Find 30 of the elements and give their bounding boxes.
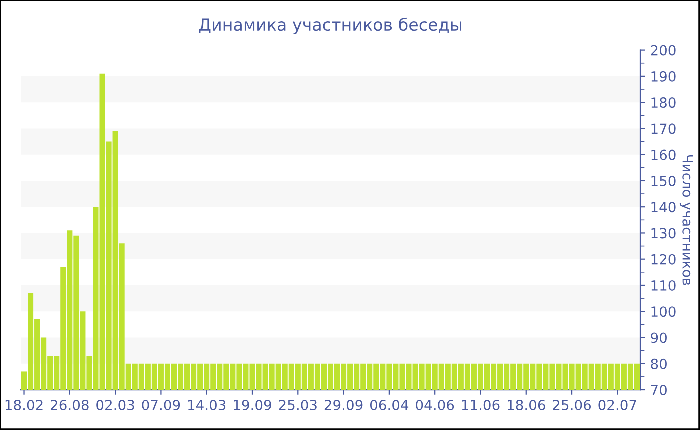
y-tick-label: 120 xyxy=(652,254,676,265)
x-tick-label: 25.06 xyxy=(553,400,592,410)
x-tick-label: 14.03 xyxy=(188,400,226,410)
y-tick-label: 130 xyxy=(652,228,676,239)
x-tick-label: 04.06 xyxy=(416,400,454,410)
y-tick-label: 160 xyxy=(652,150,676,160)
x-tick-label: 18.02 xyxy=(6,400,43,410)
x-tick-label: 07.09 xyxy=(142,400,180,410)
x-tick-label: 02.03 xyxy=(96,400,134,410)
y-tick-label: 90 xyxy=(651,332,667,344)
y-tick-label: 170 xyxy=(652,124,676,134)
x-tick-label: 25.03 xyxy=(279,400,317,410)
x-tick-label: 26.08 xyxy=(51,400,89,410)
y-tick-label: 100 xyxy=(652,306,676,318)
y-tick-label: 140 xyxy=(652,202,676,213)
y-tick-label: 200 xyxy=(651,45,676,56)
y-tick-label: 180 xyxy=(652,98,676,108)
x-tick-label: 06.04 xyxy=(370,400,409,410)
x-tick-label: 11.06 xyxy=(462,400,500,410)
x-tick-label: 02.07 xyxy=(598,400,636,410)
y-tick-label: 190 xyxy=(652,71,676,82)
y-tick-label: 70 xyxy=(651,384,667,396)
x-tick-label: 19.09 xyxy=(234,400,272,410)
y-axis-title: Число участников xyxy=(680,155,693,286)
y-tick-label: 110 xyxy=(652,280,676,291)
y-tick-label: 150 xyxy=(652,176,676,186)
chart-title: Динамика участников беседы xyxy=(199,18,462,34)
y-tick-label: 80 xyxy=(651,358,667,370)
x-tick-label: 29.09 xyxy=(324,400,363,410)
x-tick-label: 18.06 xyxy=(508,400,546,410)
